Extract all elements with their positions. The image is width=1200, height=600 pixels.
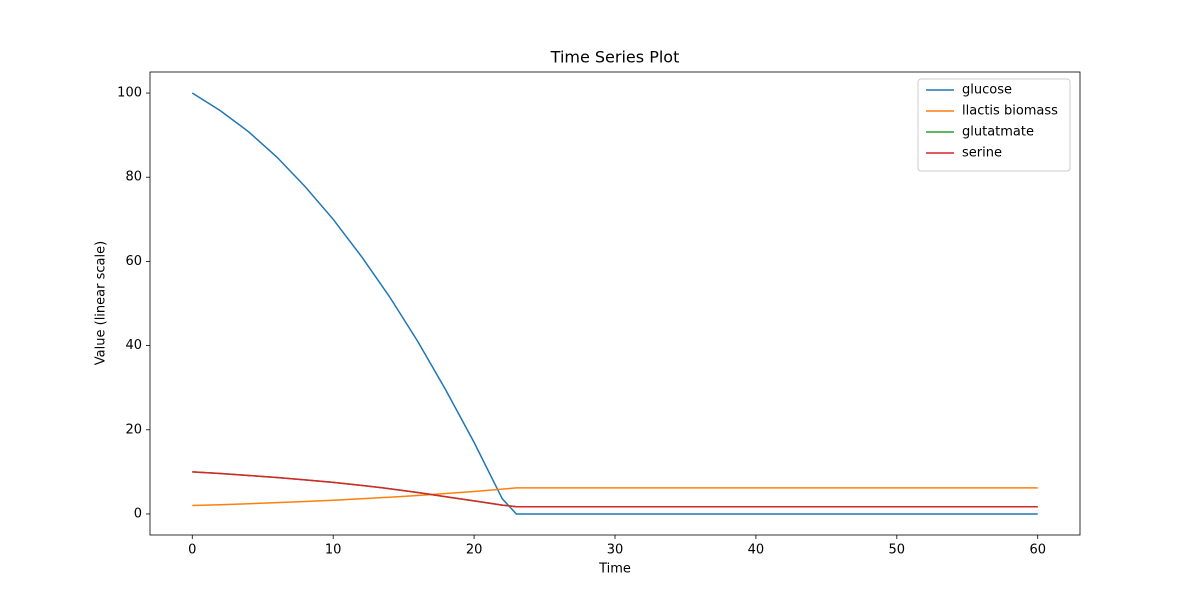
y-tick-label: 0: [134, 506, 142, 521]
x-tick-label: 50: [889, 543, 906, 558]
legend-label: llactis biomass: [962, 104, 1058, 119]
chart-title: Time Series Plot: [550, 48, 680, 67]
x-axis-label: Time: [598, 562, 631, 577]
x-tick-label: 60: [1029, 543, 1046, 558]
y-tick-label: 20: [125, 422, 142, 437]
series-line: [192, 471, 1038, 508]
legend-label: glucose: [962, 83, 1012, 98]
series-line: [192, 487, 1038, 507]
x-tick-label: 20: [466, 543, 483, 558]
series-line: [191, 92, 1038, 515]
y-tick-label: 100: [117, 86, 142, 101]
y-tick-label: 40: [125, 338, 142, 353]
y-axis-label: Value (linear scale): [94, 241, 109, 365]
x-tick-label: 0: [188, 543, 196, 558]
x-tick-label: 10: [325, 543, 342, 558]
legend-box: [917, 78, 1071, 172]
plot-frame: [149, 71, 1081, 536]
legend: glucose llactis biomass glutatmate serine: [917, 78, 1071, 172]
legend-label: serine: [962, 146, 1002, 161]
x-tick-label: 30: [607, 543, 624, 558]
y-tick-label: 80: [125, 170, 142, 185]
legend-label: glutatmate: [962, 125, 1034, 140]
x-tick-label: 40: [748, 543, 765, 558]
y-tick-label: 60: [125, 254, 142, 269]
